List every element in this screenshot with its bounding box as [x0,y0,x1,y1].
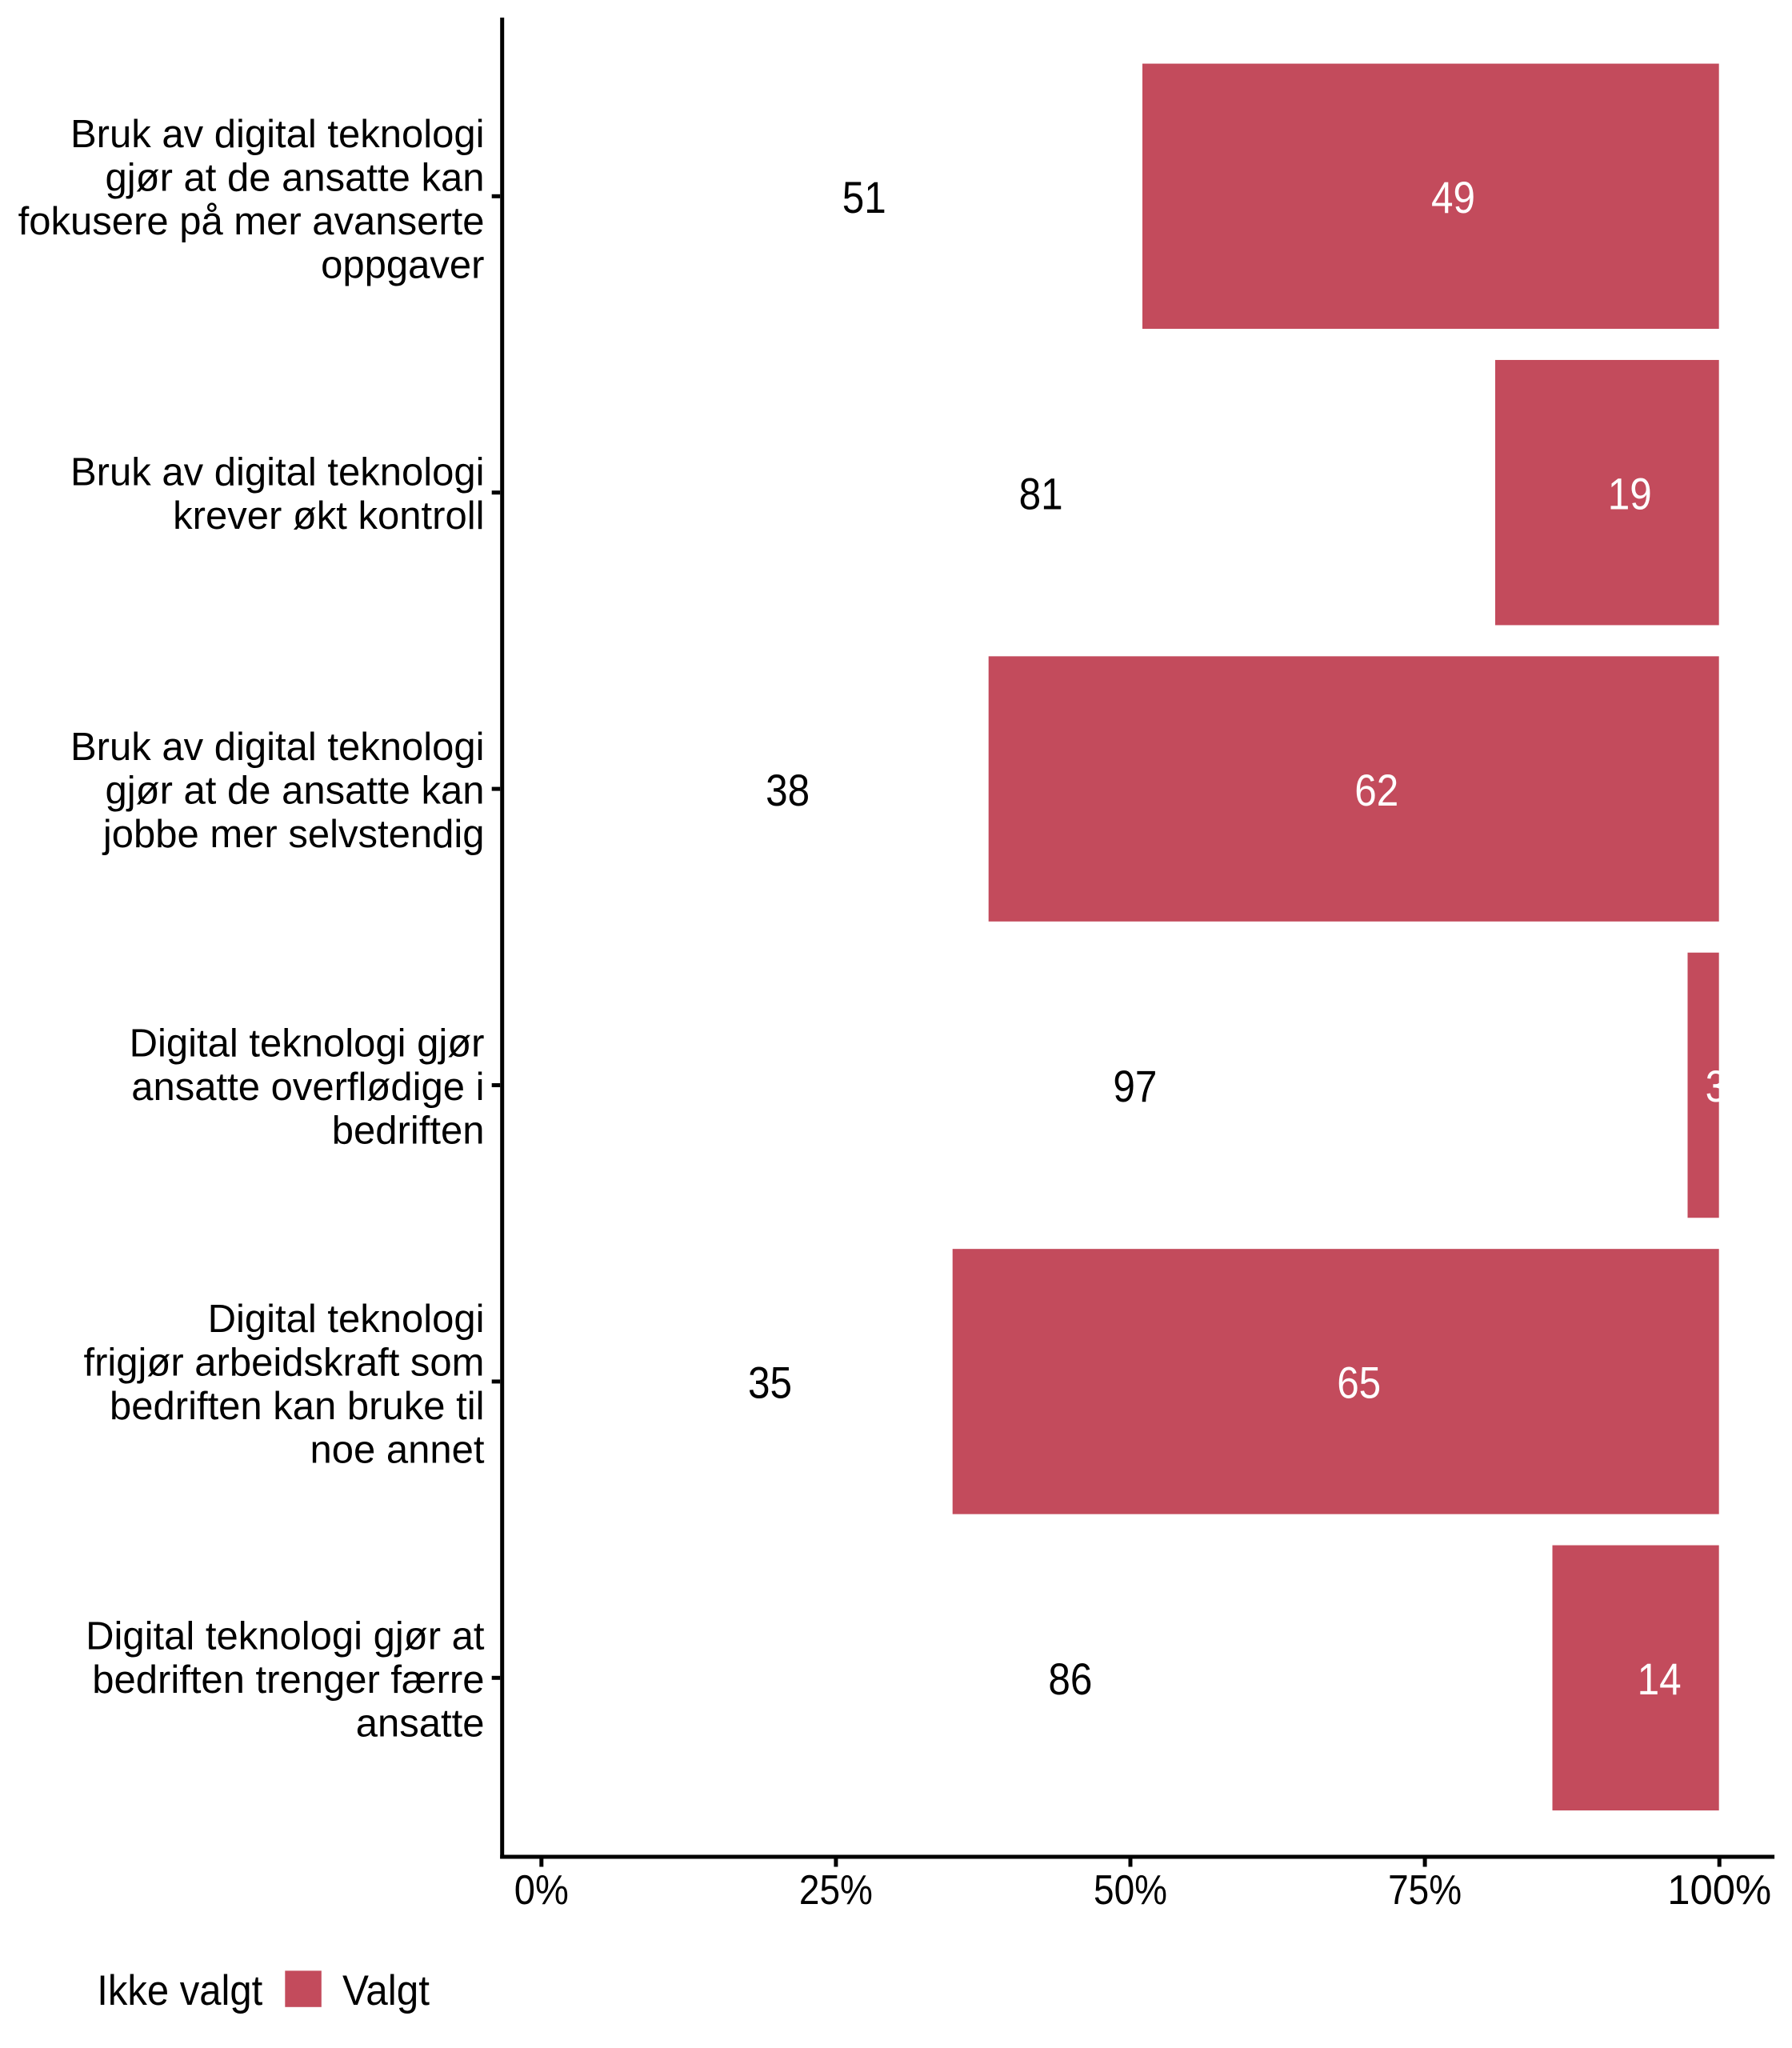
svg-text:0%: 0% [514,1867,569,1914]
svg-text:25%: 25% [799,1867,873,1914]
svg-text:gjør at de ansatte kan: gjør at de ansatte kan [106,156,485,199]
svg-text:75%: 75% [1388,1867,1462,1914]
svg-text:bedriften: bedriften [332,1109,485,1152]
svg-text:49: 49 [1431,172,1475,222]
svg-text:frigjør arbeidskraft som: frigjør arbeidskraft som [83,1342,484,1385]
svg-text:Bruk av digital teknologi: Bruk av digital teknologi [70,451,485,494]
svg-text:ansatte overflødige i: ansatte overflødige i [131,1066,484,1109]
svg-text:fokusere på mer avanserte: fokusere på mer avanserte [18,200,485,243]
svg-text:97: 97 [1113,1061,1157,1111]
svg-text:14: 14 [1638,1654,1682,1704]
svg-text:krever økt kontroll: krever økt kontroll [173,494,484,538]
svg-text:Valgt: Valgt [342,1967,430,2014]
svg-text:ansatte: ansatte [356,1702,485,1745]
svg-text:Digital teknologi: Digital teknologi [208,1298,485,1341]
svg-text:Ikke valgt: Ikke valgt [97,1967,262,2014]
svg-text:Digital teknologi gjør at: Digital teknologi gjør at [86,1614,485,1658]
svg-text:bedriften trenger færre: bedriften trenger færre [92,1658,484,1702]
svg-text:noe annet: noe annet [310,1429,485,1472]
svg-text:38: 38 [766,765,810,815]
svg-text:65: 65 [1337,1358,1381,1408]
svg-text:81: 81 [1019,468,1063,518]
svg-text:oppgaver: oppgaver [321,243,484,286]
svg-text:19: 19 [1608,468,1652,518]
svg-text:Bruk av digital teknologi: Bruk av digital teknologi [70,726,485,769]
svg-text:35: 35 [748,1358,792,1408]
svg-text:Digital teknologi gjør: Digital teknologi gjør [130,1022,485,1065]
svg-text:bedriften kan bruke til: bedriften kan bruke til [110,1385,485,1428]
svg-text:jobbe mer selvstendig: jobbe mer selvstendig [102,813,485,856]
svg-text:gjør at de ansatte kan: gjør at de ansatte kan [106,770,485,813]
svg-text:100%: 100% [1667,1867,1771,1914]
svg-text:Bruk av digital teknologi: Bruk av digital teknologi [70,113,485,156]
svg-text:62: 62 [1354,765,1398,815]
svg-text:86: 86 [1048,1654,1092,1704]
svg-text:3: 3 [1706,1061,1727,1111]
svg-text:50%: 50% [1094,1867,1167,1914]
svg-text:51: 51 [842,172,886,222]
